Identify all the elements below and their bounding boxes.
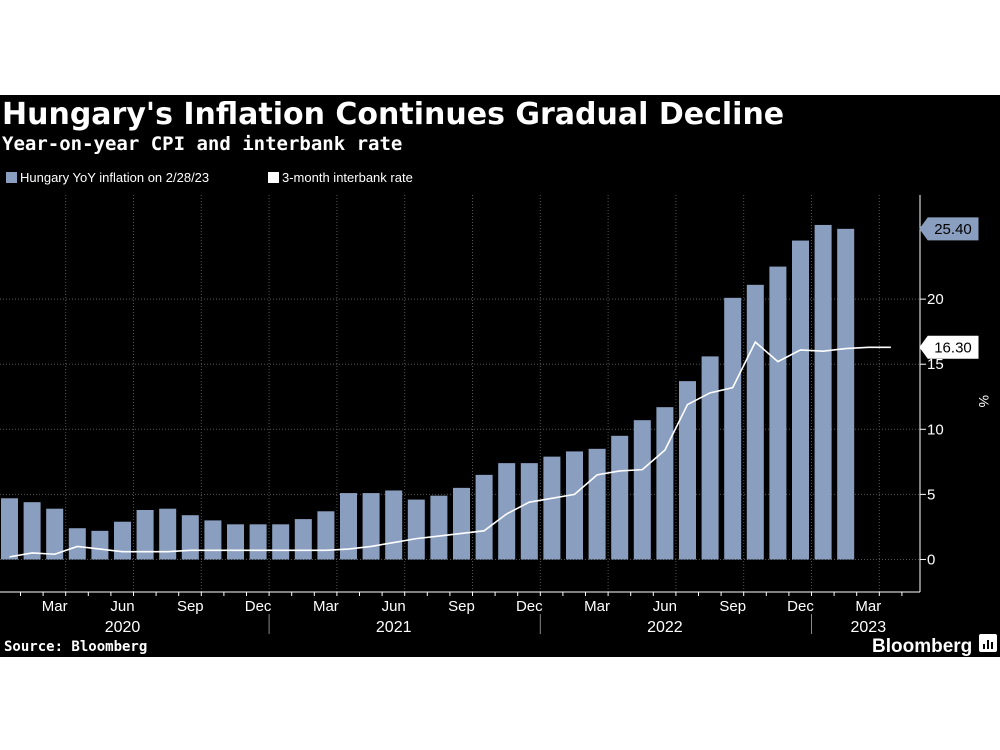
inflation-bar <box>114 521 131 560</box>
inflation-bar <box>272 524 290 560</box>
inflation-bar <box>746 284 764 560</box>
x-tick-label: Jun <box>382 598 406 615</box>
axes: 0 5 10 15 20 Mar Jun Sep Dec Mar Jun Sep Dec Mar Jun Se… <box>0 195 944 636</box>
chart-title: Hungary's Inflation Continues Gradual De… <box>2 97 784 132</box>
y-tick-label: 5 <box>927 486 935 503</box>
inflation-bar <box>181 515 199 560</box>
bars <box>1 224 855 560</box>
brand-wordmark: Bloomberg <box>872 636 972 657</box>
inflation-bar <box>46 508 64 560</box>
last-value-tag <box>919 217 979 241</box>
x-tick-label: Sep <box>177 598 204 615</box>
inflation-bar <box>792 240 809 560</box>
inflation-bar <box>769 266 787 560</box>
inflation-bar <box>204 520 222 560</box>
last-value-tag <box>919 335 979 359</box>
inflation-bar <box>837 228 855 560</box>
inflation-bar <box>317 511 335 560</box>
x-year-label: 2022 <box>647 619 683 636</box>
x-tick-label: Mar <box>584 598 610 615</box>
y-tick-label: 0 <box>927 551 935 568</box>
inflation-bar <box>588 448 606 560</box>
inflation-bar <box>453 487 470 560</box>
interbank-line-path <box>9 340 891 558</box>
inflation-bar <box>407 499 425 560</box>
inflation-bar <box>249 524 267 560</box>
bloomberg-logo: Bloomberg <box>872 634 997 657</box>
x-tick-label: Jun <box>110 598 134 615</box>
last-value-label: 16.30 <box>934 339 972 356</box>
chart-panel: Hungary's Inflation Continues Gradual De… <box>0 95 1000 657</box>
inflation-bar <box>385 490 403 560</box>
x-year-label: 2020 <box>105 619 141 636</box>
interbank-line <box>9 340 891 558</box>
chart-svg: Hungary's Inflation Continues Gradual De… <box>0 97 997 657</box>
inflation-bar <box>566 451 583 560</box>
y-tick-label: 20 <box>927 291 944 308</box>
y-tick-label: 15 <box>927 356 944 373</box>
y-axis-label: % <box>976 395 992 407</box>
inflation-bar <box>679 381 696 560</box>
inflation-bar <box>701 356 719 560</box>
value-tags: 25.40 16.30 <box>919 217 979 359</box>
inflation-bar <box>23 502 41 560</box>
inflation-bar <box>430 495 448 560</box>
source-note: Source: Bloomberg <box>4 639 147 655</box>
chart-subtitle: Year-on-year CPI and interbank rate <box>2 133 402 155</box>
x-tick-label: Dec <box>516 598 543 615</box>
inflation-bar <box>1 498 18 560</box>
y-tick-label: 10 <box>927 421 944 438</box>
x-tick-label: Dec <box>787 598 814 615</box>
inflation-bar <box>475 474 493 560</box>
inflation-bar <box>362 493 380 560</box>
inflation-bar <box>136 509 154 560</box>
inflation-bar <box>633 420 651 560</box>
x-tick-label: Dec <box>245 598 272 615</box>
x-tick-label: Mar <box>42 598 68 615</box>
inflation-bar <box>227 524 244 560</box>
x-tick-label: Jun <box>653 598 677 615</box>
legend-label-inflation: Hungary YoY inflation on 2/28/23 <box>20 170 209 185</box>
last-value-label: 25.40 <box>934 221 972 238</box>
inflation-bar <box>656 407 674 560</box>
inflation-bar <box>543 456 561 560</box>
x-year-label: 2023 <box>851 619 887 636</box>
inflation-bar <box>68 528 86 560</box>
inflation-bar <box>498 463 516 560</box>
x-tick-label: Sep <box>719 598 746 615</box>
inflation-bar <box>724 297 742 560</box>
inflation-bar <box>814 224 832 560</box>
x-tick-label: Mar <box>313 598 339 615</box>
x-tick-label: Mar <box>855 598 881 615</box>
x-year-label: 2021 <box>376 619 412 636</box>
legend-label-interbank: 3-month interbank rate <box>282 170 413 185</box>
legend-swatch-interbank <box>268 172 279 183</box>
inflation-bar <box>159 508 177 560</box>
inflation-bar <box>294 519 312 560</box>
x-tick-label: Sep <box>448 598 475 615</box>
legend-swatch-inflation <box>6 172 17 183</box>
inflation-bar <box>611 435 629 560</box>
inflation-bar <box>91 530 109 560</box>
inflation-bar <box>340 493 357 560</box>
inflation-bar <box>520 463 538 560</box>
